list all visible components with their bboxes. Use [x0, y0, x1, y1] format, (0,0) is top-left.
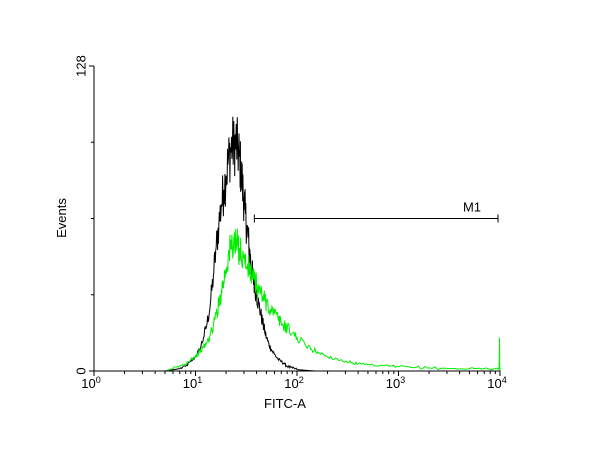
x-tick-label: 103 [386, 375, 405, 391]
y-tick-label: 128 [73, 55, 88, 77]
plot-area [164, 116, 501, 372]
x-tick-label: 104 [487, 375, 506, 391]
gate-m1: M1 [253, 200, 499, 223]
x-tick-label: 101 [183, 375, 202, 391]
histogram-series-1 [164, 116, 315, 372]
x-tick-label: 102 [284, 375, 303, 391]
y-axis-title: Events [54, 198, 69, 238]
histogram-series-2 [164, 228, 501, 372]
x-axis-title: FITC-A [264, 396, 306, 411]
gate-label: M1 [463, 200, 481, 215]
y-tick-label: 0 [73, 367, 88, 374]
tick-labels: 100 101 102 103 104 0 128 [73, 55, 506, 391]
tick-marks [89, 65, 501, 376]
x-tick-label: 100 [81, 375, 100, 391]
